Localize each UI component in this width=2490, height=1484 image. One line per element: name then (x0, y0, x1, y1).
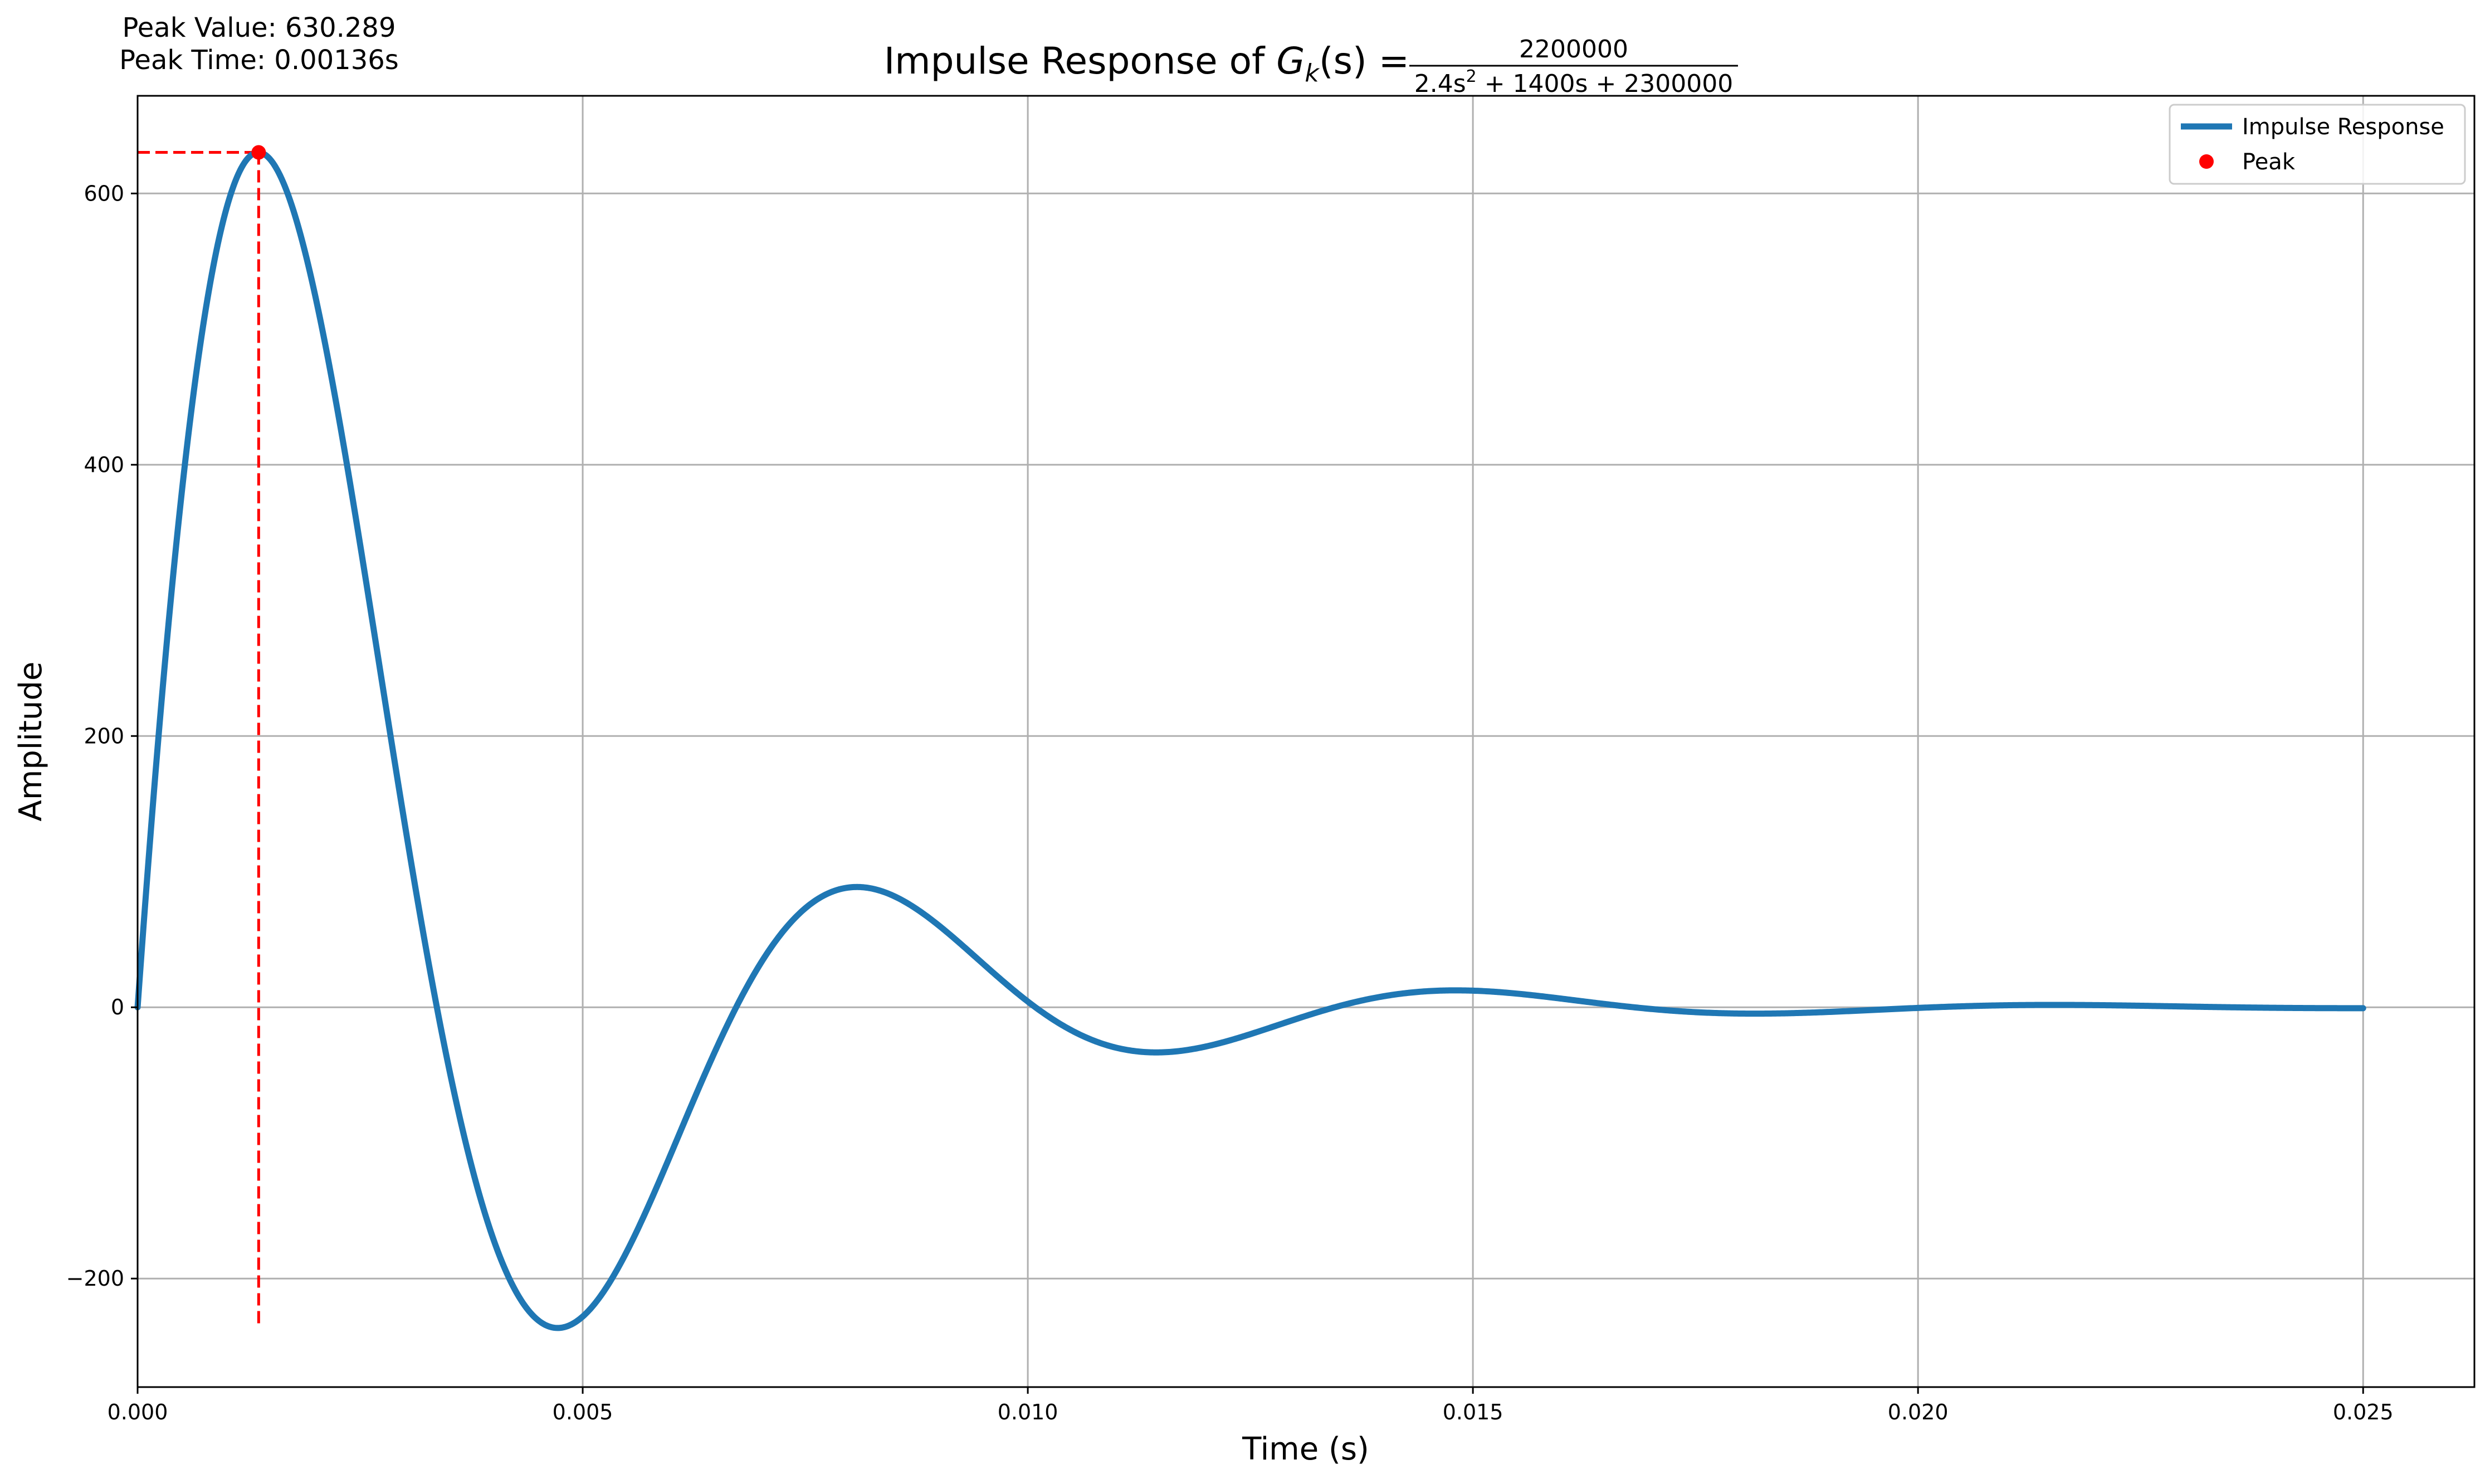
plot-frame (136, 95, 2476, 1388)
impulse-response-line (134, 149, 2366, 1331)
title-sub: k (1305, 59, 1320, 87)
legend-box (2169, 104, 2466, 185)
y-axis-ticks: −200 0 200 400 600 (66, 181, 138, 1291)
x-tick-label: 0.010 (998, 1400, 1058, 1424)
legend-label-impulse-response: Impulse Response (2242, 114, 2444, 140)
grid-lines (136, 96, 2474, 1387)
chart-title-text: Impulse Response of Gk(s) = (884, 40, 1409, 87)
peak-guides (138, 151, 260, 1327)
y-axis-label: Amplitude (13, 662, 49, 822)
y-tick-label: 600 (84, 181, 124, 206)
chart-title: Impulse Response of Gk(s) = 2200000 2.4s… (884, 35, 1738, 98)
den-sup: 2 (1466, 67, 1477, 86)
title-numerator: 2200000 (1519, 35, 1628, 64)
title-arg: (s) = (1319, 40, 1409, 82)
den-part2: + 1400s + 2300000 (1477, 70, 1734, 98)
legend-label-peak: Peak (2242, 149, 2296, 175)
legend-swatch-peak (2199, 154, 2214, 169)
title-prefix: Impulse Response of (884, 40, 1276, 82)
peak-time-annotation: Peak Time: 0.00136s (119, 45, 399, 76)
x-tick-label: 0.000 (108, 1400, 168, 1424)
title-denominator: 2.4s2 + 1400s + 2300000 (1414, 67, 1734, 98)
y-tick-label: −200 (66, 1266, 124, 1291)
x-axis-label: Time (s) (1242, 1431, 1369, 1467)
legend: Impulse Response Peak (2169, 104, 2466, 185)
x-axis-ticks: 0.000 0.005 0.010 0.015 0.020 0.025 (108, 1387, 2394, 1424)
x-tick-label: 0.015 (1443, 1400, 1503, 1424)
x-tick-label: 0.020 (1888, 1400, 1949, 1424)
y-tick-label: 200 (84, 724, 124, 748)
y-tick-label: 400 (84, 452, 124, 477)
y-tick-label: 0 (111, 995, 124, 1019)
x-tick-label: 0.025 (2333, 1400, 2394, 1424)
peak-marker (251, 145, 266, 160)
title-func: G (1276, 40, 1305, 82)
peak-value-annotation: Peak Value: 630.289 (123, 12, 396, 43)
x-tick-label: 0.005 (553, 1400, 613, 1424)
den-part1: 2.4s (1414, 70, 1466, 98)
plot-area: 0.000 0.005 0.010 0.015 0.020 0.025 −200 0 200 4… (66, 95, 2476, 1424)
